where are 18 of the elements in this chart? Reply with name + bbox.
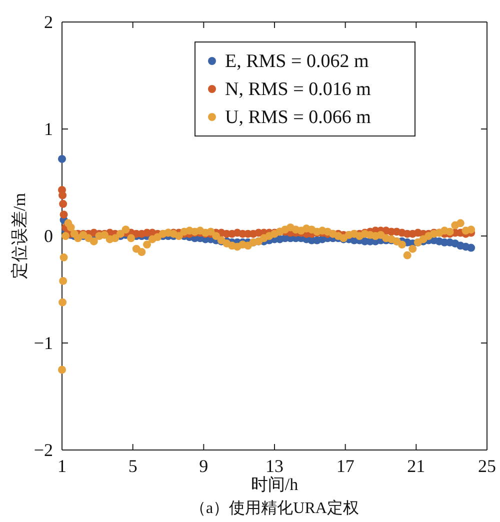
x-tick-label: 25 [478, 456, 496, 476]
x-tick-label: 1 [58, 456, 66, 476]
legend-label: U, RMS = 0.066 m [225, 107, 372, 128]
x-axis-title: 时间/h [250, 475, 299, 494]
y-tick-label: 0 [44, 226, 53, 246]
y-tick-label: 1 [44, 118, 53, 139]
y-tick-label: −2 [34, 440, 53, 460]
y-tick-label: 2 [44, 12, 53, 32]
x-tick-label: 17 [336, 456, 354, 476]
legend-label: N, RMS = 0.016 m [225, 79, 372, 100]
x-tick-label: 5 [128, 456, 138, 476]
x-tick-label: 21 [407, 456, 426, 476]
y-axis-title: 定位误差/m [10, 193, 29, 279]
x-tick-label: 9 [199, 456, 208, 476]
legend-label: E, RMS = 0.062 m [225, 51, 369, 72]
text: （a）使用精化URA定权 [190, 499, 359, 517]
x-tick-label: 13 [266, 456, 284, 476]
y-tick-label: −1 [34, 332, 53, 353]
